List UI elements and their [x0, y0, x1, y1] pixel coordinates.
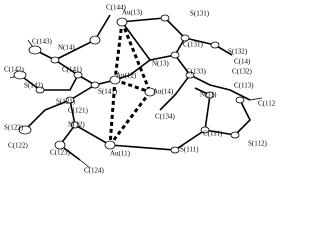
atom-label: S(131): [190, 10, 210, 18]
atom-label: C(112: [258, 100, 276, 108]
atom-label: Au(12): [116, 72, 137, 80]
atom-label: C(111): [203, 130, 223, 138]
atom-label: C(142): [4, 66, 25, 74]
atom-label: C(14): [234, 58, 251, 66]
atom-label: C(141): [62, 66, 83, 74]
atom-label: S(132): [228, 48, 248, 56]
atom-label: C(124): [84, 167, 105, 175]
atom-label: S(122): [4, 124, 24, 132]
atom-label: C(122): [8, 142, 29, 150]
atom-label: C(143): [32, 38, 53, 46]
atom-label: N(13): [152, 60, 169, 68]
atom-label: S(142): [24, 82, 44, 90]
atom-label: S(121): [56, 98, 76, 106]
atom-label: Au(14): [153, 88, 174, 96]
atom-label: Au(13): [122, 9, 143, 17]
atom-label: Au(11): [110, 150, 131, 158]
atom-label: C(144): [106, 4, 127, 12]
atom-labels: C(144) C(143) N(14) C(142) C(141) S(142)…: [4, 4, 276, 175]
atom-label: S(141): [98, 88, 118, 96]
atom-label: N(14): [58, 44, 75, 52]
molecular-structure: C(144) C(143) N(14) C(142) C(141) S(142)…: [4, 4, 276, 175]
atom-label: C(121): [68, 107, 89, 115]
atom-label: C(123): [50, 149, 71, 157]
atom-label: S(111): [180, 146, 199, 154]
atom-label: C(113): [234, 82, 254, 90]
atom-label: C(132): [232, 68, 253, 76]
atom-label: N(11): [200, 91, 217, 99]
atom-label: S(112): [248, 140, 267, 148]
atom-label: C(134): [155, 113, 176, 121]
atom-label: N(12): [68, 121, 85, 129]
atom-label: C(131): [183, 41, 204, 49]
atom-label: C(133): [186, 68, 207, 76]
atom-ellipsoids: [13, 14, 245, 154]
